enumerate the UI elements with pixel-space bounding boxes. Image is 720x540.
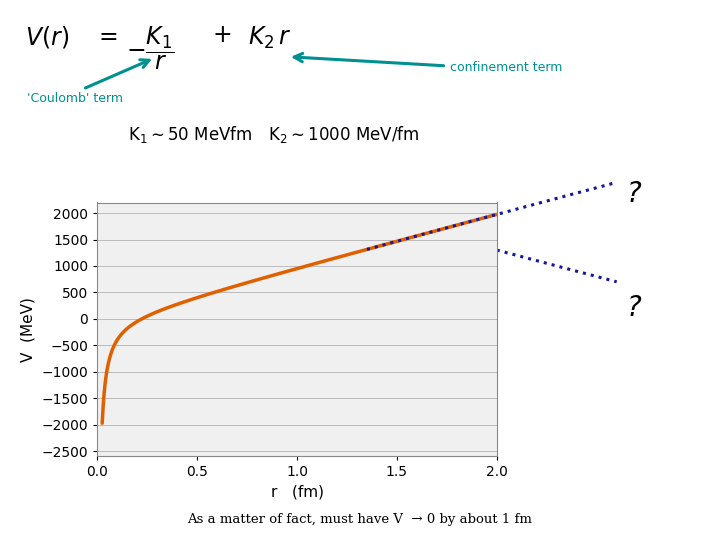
Text: confinement term: confinement term [450, 61, 562, 74]
Text: $=$: $=$ [94, 24, 117, 48]
Text: ?: ? [626, 294, 641, 322]
X-axis label: r   (fm): r (fm) [271, 485, 323, 500]
Text: $V(r)$: $V(r)$ [25, 24, 69, 50]
Text: ?: ? [626, 180, 641, 208]
Text: $-\dfrac{K_1}{r}$: $-\dfrac{K_1}{r}$ [126, 24, 174, 72]
Text: $+$: $+$ [212, 24, 232, 48]
Y-axis label: V  (MeV): V (MeV) [21, 297, 36, 362]
Text: $K_2\,r$: $K_2\,r$ [248, 24, 292, 51]
Text: As a matter of fact, must have V  → 0 by about 1 fm: As a matter of fact, must have V → 0 by … [188, 514, 532, 526]
Text: $\mathrm{K_1 \sim 50\ MeV fm\quad K_2 \sim 1000\ MeV/fm}$: $\mathrm{K_1 \sim 50\ MeV fm\quad K_2 \s… [128, 124, 419, 145]
Text: 'Coulomb' term: 'Coulomb' term [27, 92, 123, 105]
